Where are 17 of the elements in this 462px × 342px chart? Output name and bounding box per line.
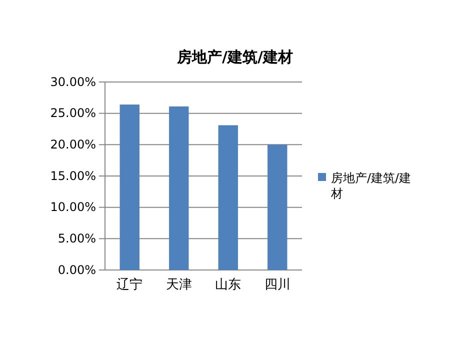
y-tick-label: 0.00% (58, 262, 96, 277)
x-tick-label: 辽宁 (116, 276, 143, 293)
bar (120, 104, 140, 270)
y-tick-label: 10.00% (50, 200, 96, 214)
x-tick-label: 山东 (215, 278, 242, 293)
bar (169, 106, 189, 270)
y-tick-label: 30.00% (50, 74, 96, 89)
x-tick-label: 天津 (166, 278, 192, 293)
y-tick-label: 5.00% (58, 232, 96, 246)
chart-title: 房地产/建筑/建材 (176, 48, 293, 66)
y-tick-label: 20.00% (50, 138, 96, 152)
bar (218, 125, 238, 270)
x-tick-label: 四川 (264, 278, 290, 293)
y-tick-label: 15.00% (50, 168, 96, 183)
bar (268, 144, 288, 270)
legend-label: 房地产/建筑/建材 (330, 171, 412, 201)
y-tick-label: 25.00% (50, 106, 96, 120)
